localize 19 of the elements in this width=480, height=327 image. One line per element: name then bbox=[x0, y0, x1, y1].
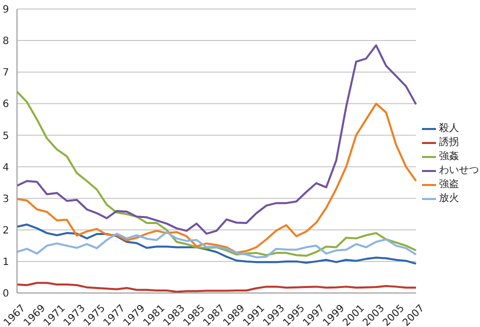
line-series bbox=[16, 224, 417, 265]
legend-label: 強盗 bbox=[439, 178, 459, 192]
legend-label: 誘拐 bbox=[439, 136, 459, 150]
y-tick-label: 6 bbox=[2, 99, 9, 110]
y-tick-label: 4 bbox=[2, 162, 9, 174]
y-tick-label: 5 bbox=[2, 130, 9, 142]
y-tick-label: 3 bbox=[2, 194, 9, 205]
y-tick-label: 0 bbox=[2, 288, 9, 300]
legend-label: わいせつ bbox=[439, 164, 479, 178]
y-tick-label: 2 bbox=[2, 225, 9, 236]
line-series bbox=[16, 44, 417, 235]
y-tick-label: 1 bbox=[2, 256, 9, 268]
y-tick-label: 7 bbox=[2, 68, 9, 79]
line-series bbox=[16, 231, 417, 258]
legend-label: 殺人 bbox=[439, 122, 459, 136]
legend-label: 放火 bbox=[439, 192, 459, 206]
y-tick-label: 9 bbox=[2, 4, 9, 16]
legend-label: 強姦 bbox=[439, 150, 459, 164]
y-tick-label: 8 bbox=[2, 36, 9, 48]
